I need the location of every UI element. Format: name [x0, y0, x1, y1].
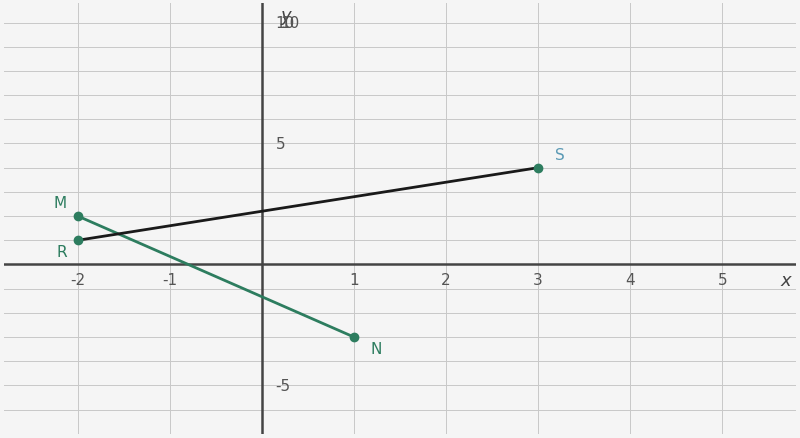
Text: S: S [554, 147, 565, 162]
Text: 2: 2 [442, 272, 451, 287]
Text: 5: 5 [718, 272, 727, 287]
Text: -2: -2 [70, 272, 86, 287]
Text: x: x [781, 271, 791, 289]
Text: 3: 3 [534, 272, 543, 287]
Text: 4: 4 [626, 272, 635, 287]
Text: 1: 1 [349, 272, 358, 287]
Text: 10: 10 [280, 16, 299, 31]
Text: 10: 10 [276, 16, 295, 31]
Text: -1: -1 [162, 272, 178, 287]
Text: R: R [56, 244, 66, 259]
Text: N: N [370, 341, 382, 356]
Text: M: M [54, 196, 66, 211]
Text: 5: 5 [276, 137, 286, 152]
Text: y: y [280, 7, 291, 25]
Text: -5: -5 [276, 378, 291, 393]
